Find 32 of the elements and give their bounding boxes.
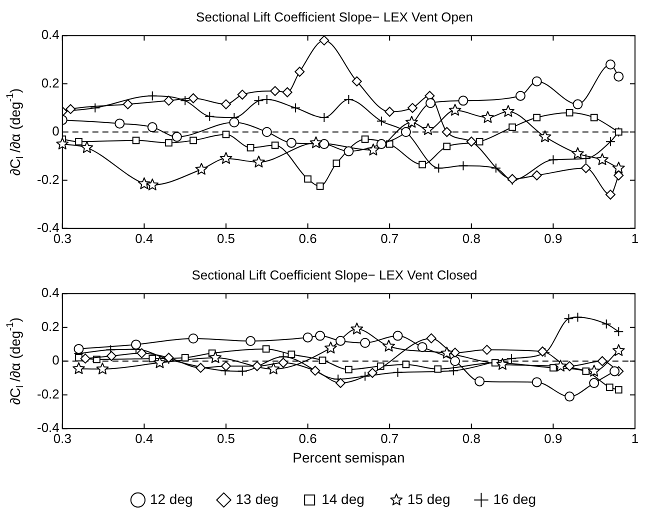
chart-title: Sectional Lift Coefficient Slope− LEX Vent Open: [196, 9, 473, 24]
x-tick-label: 0.7: [380, 230, 399, 246]
legend-label: 14 deg: [322, 490, 364, 507]
x-tick-label: 1: [631, 430, 639, 446]
y-axis-title: ∂Cl /∂α (deg-1): [5, 88, 26, 176]
y-tick-label: 0.2: [41, 318, 60, 334]
y-tick-label: 0.2: [41, 75, 60, 90]
y-axis-title: ∂Cl /∂α (deg-1): [5, 317, 26, 405]
legend-label: 16 deg: [493, 490, 536, 507]
x-tick-label: 0.5: [216, 230, 236, 246]
y-tick-label: 0: [52, 124, 60, 139]
x-tick-label: 0.8: [462, 430, 480, 446]
y-tick-label: -0.2: [36, 172, 60, 187]
x-tick-label: 0.6: [298, 230, 317, 246]
legend-label: 12 deg: [150, 490, 193, 507]
y-tick-label: -0.2: [36, 386, 60, 402]
legend-label: 15 deg: [407, 490, 450, 507]
legend-label: 13 deg: [236, 490, 279, 507]
y-tick-label: 0.4: [41, 27, 60, 42]
x-tick-label: 0.5: [216, 430, 236, 446]
x-tick-label: 0.9: [544, 430, 562, 446]
x-tick-label: 0.7: [380, 430, 399, 446]
x-axis-title: Percent semispan: [292, 449, 405, 466]
x-tick-label: 0.6: [298, 430, 317, 446]
x-tick-label: 0.8: [462, 230, 480, 246]
x-tick-label: 1: [631, 230, 639, 246]
y-tick-label: 0: [52, 352, 60, 368]
x-tick-label: 0.4: [135, 230, 154, 246]
x-tick-label: 0.4: [135, 430, 154, 446]
y-tick-label: 0.4: [41, 285, 60, 300]
x-tick-label: 0.9: [544, 230, 562, 246]
chart-title: Sectional Lift Coefficient Slope− LEX Vent Closed: [192, 267, 478, 282]
